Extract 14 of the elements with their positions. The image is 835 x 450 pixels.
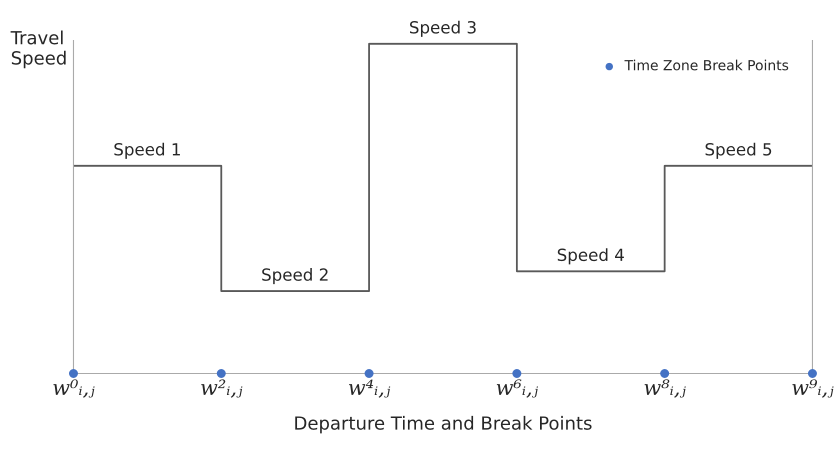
x-tick-label: w⁴ᵢ,ⱼ xyxy=(348,380,390,398)
x-tick-label: w⁸ᵢ,ⱼ xyxy=(644,379,686,398)
legend-label: Time Zone Break Points xyxy=(624,60,788,70)
y-axis-title: Travel Speed xyxy=(10,30,66,68)
x-axis-title: Departure Time and Break Points xyxy=(295,416,592,434)
annotation: Speed 2 xyxy=(262,268,328,284)
annotation: Speed 5 xyxy=(706,142,772,159)
annotation: Speed 1 xyxy=(114,142,180,159)
x-tick-label: w⁹ᵢ,ⱼ xyxy=(792,379,834,398)
annotation: Speed 4 xyxy=(558,248,624,264)
annotation: Speed 3 xyxy=(410,20,476,37)
x-tick-label: w⁶ᵢ,ⱼ xyxy=(496,379,538,398)
x-tick-label: w⁰ᵢ,ⱼ xyxy=(53,379,95,398)
x-tick-label: w²ᵢ,ⱼ xyxy=(201,379,242,398)
